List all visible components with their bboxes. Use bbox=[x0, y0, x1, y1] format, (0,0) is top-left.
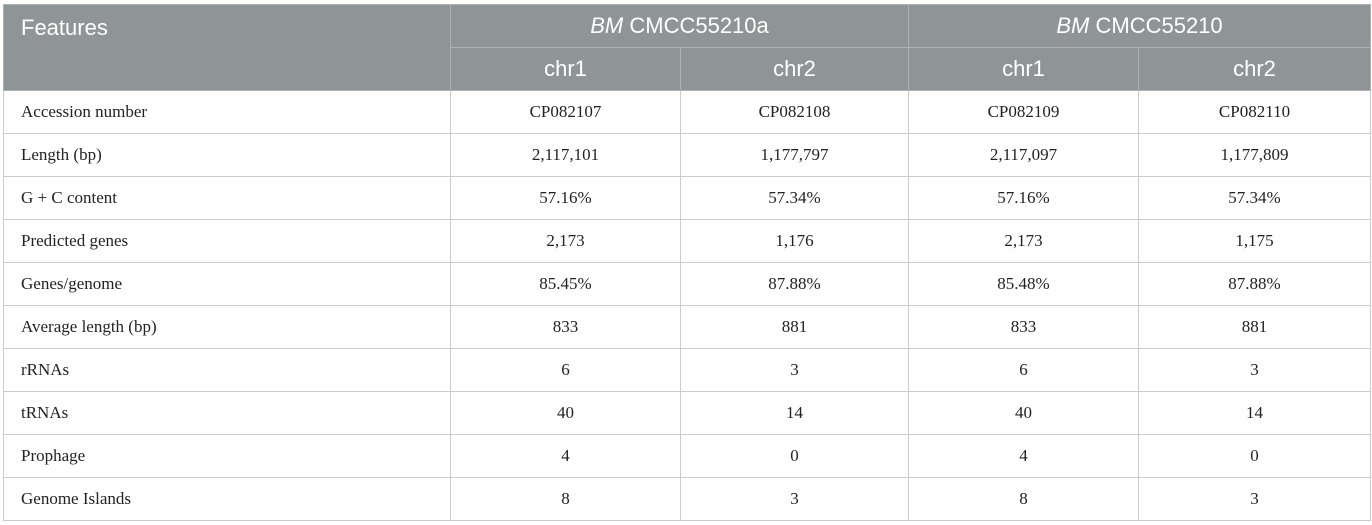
table-row: tRNAs 40 14 40 14 bbox=[3, 391, 1372, 435]
table-cell: 881 bbox=[1137, 305, 1372, 349]
row-label: Accession number bbox=[3, 90, 451, 134]
table-cell: 3 bbox=[1137, 348, 1372, 392]
table-row: Prophage 4 0 4 0 bbox=[3, 434, 1372, 478]
table-cell: 3 bbox=[680, 348, 909, 392]
group-name: CMCC55210a bbox=[629, 13, 769, 38]
table-cell: CP082107 bbox=[450, 90, 681, 134]
table-cell: 57.34% bbox=[680, 176, 909, 220]
table-cell: 40 bbox=[450, 391, 681, 435]
table-cell: 2,117,101 bbox=[450, 133, 681, 177]
table-cell: 40 bbox=[908, 391, 1139, 435]
row-label: Average length (bp) bbox=[3, 305, 451, 349]
table-cell: 833 bbox=[450, 305, 681, 349]
table-cell: CP082110 bbox=[1137, 90, 1372, 134]
group-header: BM CMCC55210 bbox=[907, 4, 1372, 48]
table-cell: 2,117,097 bbox=[908, 133, 1139, 177]
table-cell: 833 bbox=[908, 305, 1139, 349]
table-cell: 1,176 bbox=[680, 219, 909, 263]
table-cell: 85.48% bbox=[908, 262, 1139, 306]
row-label: tRNAs bbox=[3, 391, 451, 435]
table-body: Accession number CP082107 CP082108 CP082109… bbox=[3, 90, 1372, 521]
table-cell: CP082108 bbox=[680, 90, 909, 134]
column-header: chr1 bbox=[908, 47, 1139, 91]
table-cell: 1,177,797 bbox=[680, 133, 909, 177]
table-row: Length (bp) 2,117,101 1,177,797 2,117,097 1,… bbox=[3, 133, 1372, 177]
table-row: Accession number CP082107 CP082108 CP082109… bbox=[3, 90, 1372, 134]
table-cell: 6 bbox=[450, 348, 681, 392]
table-cell: 6 bbox=[908, 348, 1139, 392]
table-cell: 14 bbox=[680, 391, 909, 435]
table-cell: 57.34% bbox=[1137, 176, 1372, 220]
table-row: rRNAs 6 3 6 3 bbox=[3, 348, 1372, 392]
table-row: Genome Islands 8 3 8 3 bbox=[3, 477, 1372, 521]
group-prefix: BM bbox=[590, 13, 624, 38]
table-row: Genes/genome 85.45% 87.88% 85.48% 87.88% bbox=[3, 262, 1372, 306]
row-label: Length (bp) bbox=[3, 133, 451, 177]
table-cell: 4 bbox=[908, 434, 1139, 478]
table-row: Average length (bp) 833 881 833 881 bbox=[3, 305, 1372, 349]
row-label: Genome Islands bbox=[3, 477, 451, 521]
table-cell: 3 bbox=[1137, 477, 1372, 521]
header-cell: Features bbox=[3, 4, 451, 91]
table-cell: 881 bbox=[680, 305, 909, 349]
column-header: chr2 bbox=[1137, 47, 1372, 91]
group-prefix: BM bbox=[1056, 13, 1090, 38]
table-cell: 8 bbox=[450, 477, 681, 521]
table-cell: 2,173 bbox=[450, 219, 681, 263]
data-table: Features BM CMCC55210a BM CMCC55210 chr1 c… bbox=[3, 4, 1372, 521]
table-cell: 3 bbox=[680, 477, 909, 521]
table-cell: 87.88% bbox=[680, 262, 909, 306]
table-header: Features BM CMCC55210a BM CMCC55210 chr1 c… bbox=[3, 4, 1372, 91]
row-label: Prophage bbox=[3, 434, 451, 478]
table-cell: 1,175 bbox=[1137, 219, 1372, 263]
row-label: rRNAs bbox=[3, 348, 451, 392]
group-name: CMCC55210 bbox=[1095, 13, 1223, 38]
row-label: Predicted genes bbox=[3, 219, 451, 263]
table-cell: 4 bbox=[450, 434, 681, 478]
column-header: chr1 bbox=[450, 47, 681, 91]
table-cell: 14 bbox=[1137, 391, 1372, 435]
table-cell: 85.45% bbox=[450, 262, 681, 306]
table-row: G + C content 57.16% 57.34% 57.16% 57.34% bbox=[3, 176, 1372, 220]
table-cell: 1,177,809 bbox=[1137, 133, 1372, 177]
table-cell: 2,173 bbox=[908, 219, 1139, 263]
header-row: Features BM CMCC55210a BM CMCC55210 bbox=[3, 4, 1372, 91]
table-cell: 0 bbox=[680, 434, 909, 478]
table-cell: 8 bbox=[908, 477, 1139, 521]
group-header: BM CMCC55210a bbox=[450, 4, 909, 48]
column-header: chr2 bbox=[680, 47, 909, 91]
table-cell: 57.16% bbox=[450, 176, 681, 220]
table-cell: 0 bbox=[1137, 434, 1372, 478]
table-cell: 57.16% bbox=[908, 176, 1139, 220]
table-cell: 87.88% bbox=[1137, 262, 1372, 306]
header-row: chr1 chr2 chr1 chr2 bbox=[4, 47, 1372, 91]
table-cell: CP082109 bbox=[908, 90, 1139, 134]
row-label: Genes/genome bbox=[3, 262, 451, 306]
row-label: G + C content bbox=[3, 176, 451, 220]
table-row: Predicted genes 2,173 1,176 2,173 1,175 bbox=[3, 219, 1372, 263]
